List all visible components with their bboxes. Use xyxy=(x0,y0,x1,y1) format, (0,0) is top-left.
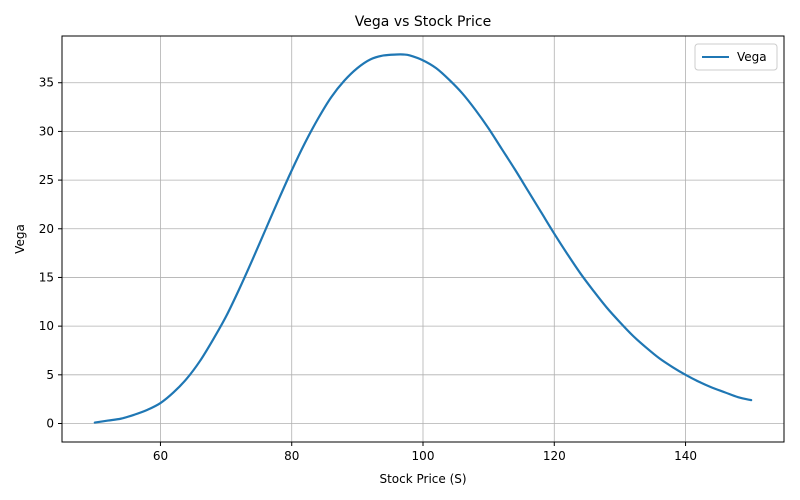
y-tick-label: 30 xyxy=(39,124,54,138)
x-axis: 60 80 100 120 140 xyxy=(153,442,697,463)
series-layer xyxy=(93,53,753,424)
grid xyxy=(62,36,784,442)
y-tick-label: 5 xyxy=(46,368,54,382)
legend-label-vega: Vega xyxy=(737,50,767,64)
legend: Vega xyxy=(694,43,778,71)
series-line-vega xyxy=(93,53,753,424)
legend-box xyxy=(694,43,778,71)
y-axis-label: Vega xyxy=(13,224,27,254)
y-tick-label: 10 xyxy=(39,319,54,333)
y-tick-label: 15 xyxy=(39,270,54,284)
x-tick-label: 60 xyxy=(153,449,168,463)
x-tick-label: 140 xyxy=(674,449,697,463)
chart-title: Vega vs Stock Price xyxy=(355,14,491,30)
y-axis: 0 5 10 15 20 25 30 35 xyxy=(39,76,62,431)
x-tick-label: 80 xyxy=(284,449,299,463)
y-tick-label: 0 xyxy=(46,417,54,431)
y-tick-label: 25 xyxy=(39,173,54,187)
x-tick-label: 120 xyxy=(543,449,566,463)
x-axis-label: Stock Price (S) xyxy=(379,472,466,486)
y-tick-label: 20 xyxy=(39,222,54,236)
x-tick-label: 100 xyxy=(412,449,435,463)
y-tick-label: 35 xyxy=(39,76,54,90)
